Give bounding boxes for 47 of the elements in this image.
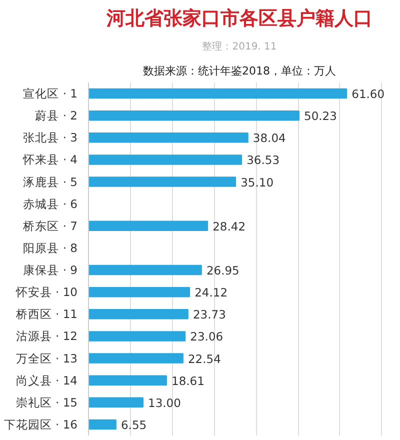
y-tick-label: 康保县 · 9 <box>23 263 78 278</box>
y-tick-label: 涿鹿县 · 5 <box>23 174 78 189</box>
source-note: 数据来源：统计年鉴2018，单位：万人 <box>143 64 336 78</box>
y-tick-label: 桥东区 · 7 <box>22 218 78 233</box>
data-label: 23.73 <box>192 308 226 322</box>
y-tick-label: 蔚县 · 2 <box>35 108 78 123</box>
y-tick-label: 沽源县 · 12 <box>16 329 78 344</box>
y-tick-label: 怀安县 · 10 <box>14 285 78 300</box>
y-tick-label: 宣化区 · 1 <box>23 86 78 101</box>
bar <box>88 353 184 364</box>
y-tick-label: 张北县 · 3 <box>23 130 78 145</box>
chart-title: 河北省张家口市各区县户籍人口 <box>106 8 372 30</box>
data-label: 36.53 <box>246 153 280 168</box>
data-label: 24.12 <box>194 286 228 300</box>
data-label: 26.95 <box>206 264 240 278</box>
bar <box>88 286 190 298</box>
y-tick-label: 怀来县 · 4 <box>22 152 78 167</box>
y-tick-label: 赤城县 · 6 <box>23 196 78 211</box>
data-label: 28.42 <box>212 219 246 234</box>
y-tick-label: 尚义县 · 14 <box>16 373 78 388</box>
data-label: 13.00 <box>148 396 181 410</box>
bar <box>88 309 188 320</box>
data-label: 23.06 <box>190 330 224 344</box>
bar <box>88 88 348 99</box>
data-label: 22.54 <box>188 352 221 366</box>
y-tick-label: 崇礼区 · 15 <box>16 395 78 410</box>
data-label: 6.55 <box>120 418 147 432</box>
bar <box>88 154 242 165</box>
y-tick-label: 万全区 · 13 <box>16 351 78 366</box>
bar <box>88 419 116 430</box>
bar <box>88 132 248 143</box>
data-label: 35.10 <box>240 175 274 190</box>
bar <box>88 331 186 342</box>
data-label: 50.23 <box>304 109 337 124</box>
bar <box>88 375 167 386</box>
bar <box>88 264 202 276</box>
chart-subtitle: 整理：2019. 11 <box>202 40 277 52</box>
bar <box>88 397 144 408</box>
data-label: 61.60 <box>352 87 385 102</box>
data-label: 18.61 <box>172 374 204 388</box>
y-tick-label: 下花园区 · 16 <box>4 417 78 432</box>
y-tick-label: 桥西区 · 11 <box>14 307 78 322</box>
data-label: 38.04 <box>252 131 286 146</box>
bar <box>88 110 300 121</box>
y-tick-label: 阳原县 · 8 <box>23 240 78 255</box>
bar <box>88 220 208 232</box>
bar <box>88 176 236 187</box>
